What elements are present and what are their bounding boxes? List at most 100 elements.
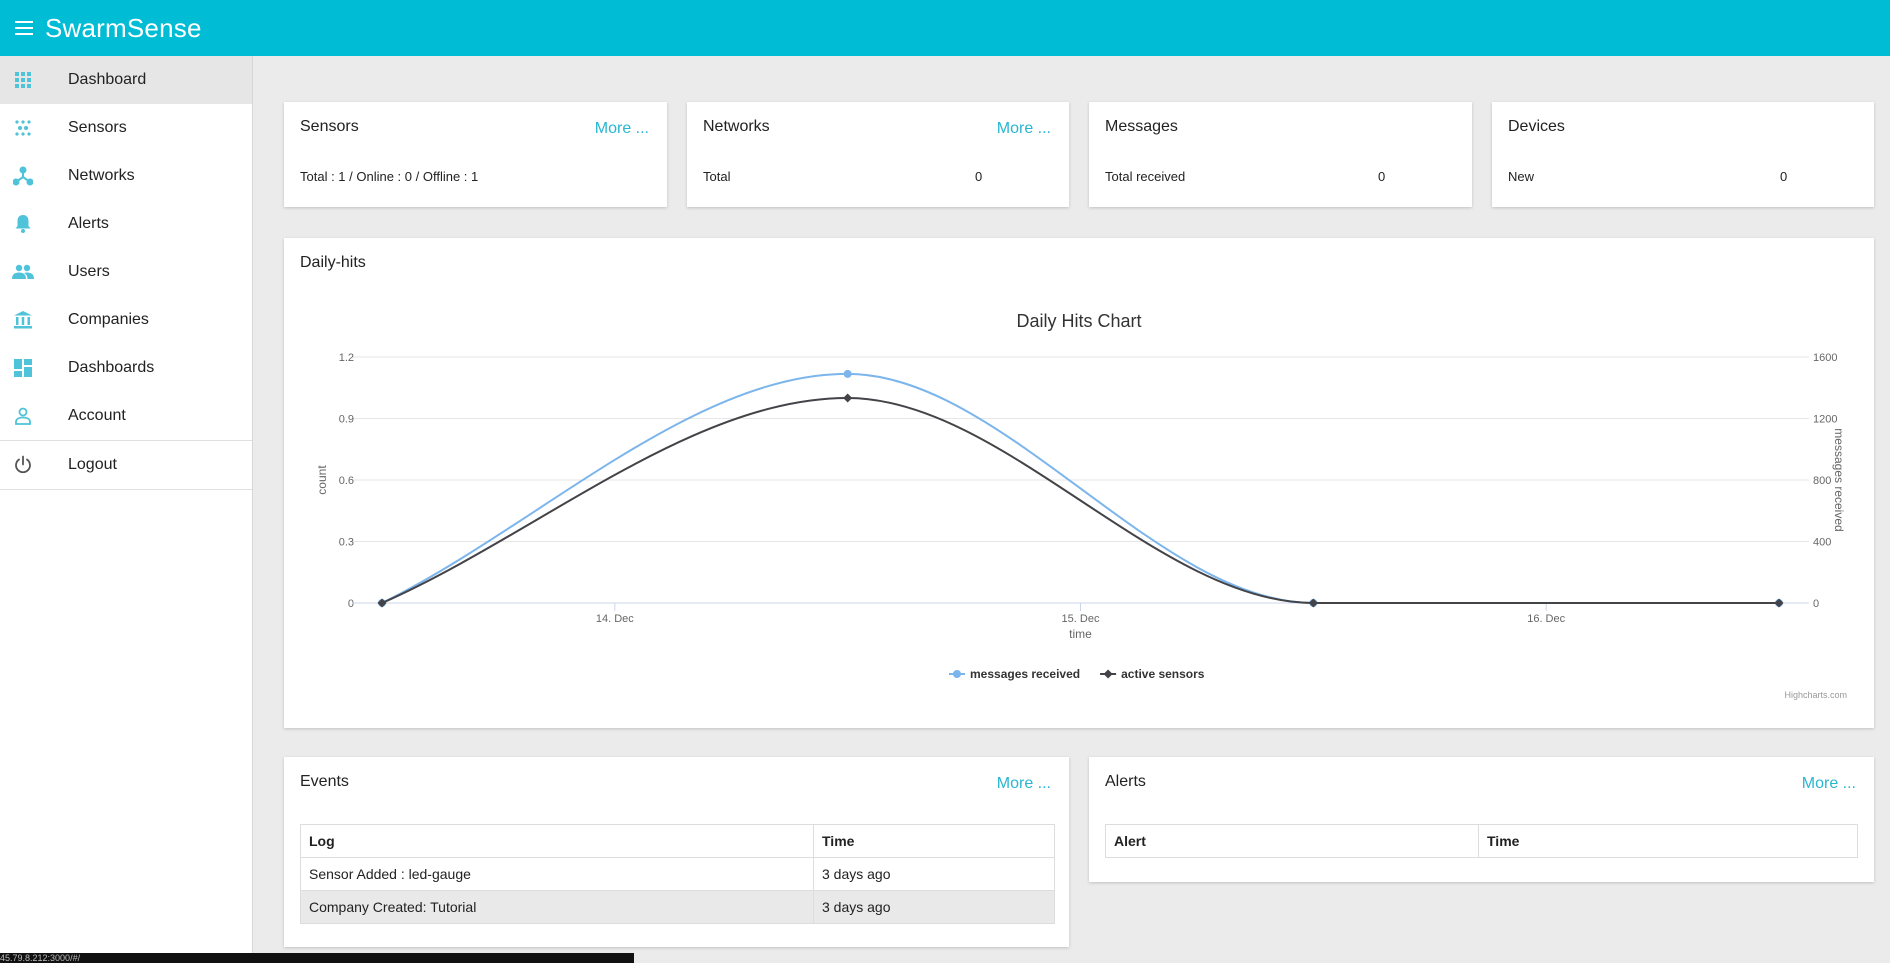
legend-marker-active-sensors[interactable] — [1103, 669, 1113, 679]
messages-card: Messages Total received 0 — [1089, 102, 1472, 207]
sidebar-item-label: Companies — [68, 311, 149, 328]
sidebar-item-dashboard[interactable]: Dashboard — [0, 56, 252, 104]
networks-card: Networks More ... Total 0 — [687, 102, 1069, 207]
table-row[interactable]: Sensor Added : led-gauge 3 days ago — [300, 857, 1055, 891]
y-right-tick-label: 400 — [1813, 537, 1831, 549]
dashboards-icon — [11, 356, 35, 380]
table-header-row: Log Time — [300, 824, 1055, 858]
sidebar-item-sensors[interactable]: Sensors — [0, 104, 252, 152]
sidebar-item-networks[interactable]: Networks — [0, 152, 252, 200]
power-icon — [11, 453, 35, 477]
column-header-time: Time — [1478, 824, 1858, 858]
sidebar-item-users[interactable]: Users — [0, 248, 252, 296]
data-point-active-sensors[interactable] — [377, 598, 387, 608]
daily-hits-card: Daily-hits Daily Hits Chart 0 0 0.3 400 0.6 8… — [284, 238, 1874, 728]
devices-new-value: 0 — [1780, 169, 1788, 184]
devices-card-title: Devices — [1508, 118, 1565, 135]
legend-marker-messages-received[interactable] — [953, 670, 961, 678]
messages-total-value: 0 — [1378, 169, 1386, 184]
y-right-tick-label: 1200 — [1813, 414, 1837, 426]
sidebar-item-label: Dashboards — [68, 359, 155, 376]
hamburger-menu-icon[interactable] — [15, 21, 33, 35]
y-right-tick-label: 800 — [1813, 475, 1831, 487]
chart-grid — [352, 356, 1809, 604]
column-header-alert: Alert — [1105, 824, 1479, 858]
table-row[interactable]: Company Created: Tutorial 3 days ago — [300, 890, 1055, 924]
y-right-tick-label: 0 — [1813, 598, 1819, 610]
alerts-table: Alert Time — [1105, 824, 1858, 858]
sensors-icon — [11, 116, 35, 140]
account-icon — [11, 404, 35, 428]
sidebar-item-account[interactable]: Account — [0, 392, 252, 440]
y-left-tick-label: 0.3 — [339, 537, 354, 549]
column-header-time: Time — [813, 824, 1055, 858]
data-point-active-sensors[interactable] — [843, 393, 853, 403]
grid-icon — [11, 68, 35, 92]
y-axis-left-title: count — [315, 465, 329, 495]
networks-total-label: Total — [703, 169, 731, 184]
users-icon — [11, 260, 35, 284]
sidebar-item-label: Logout — [68, 456, 117, 473]
data-point-active-sensors[interactable] — [1774, 598, 1784, 608]
x-tick-label: 14. Dec — [596, 613, 634, 625]
networks-card-title: Networks — [703, 118, 770, 135]
messages-total-label: Total received — [1105, 169, 1186, 184]
event-log-cell: Company Created: Tutorial — [300, 890, 814, 924]
highcharts-credit[interactable]: Highcharts.com — [1784, 690, 1847, 700]
sidebar-divider — [0, 440, 252, 441]
event-log-cell: Sensor Added : led-gauge — [300, 857, 814, 891]
sidebar-item-label: Alerts — [68, 215, 109, 232]
legend-label-active-sensors[interactable]: active sensors — [1121, 667, 1205, 681]
devices-card: Devices New 0 — [1492, 102, 1874, 207]
series-line-active-sensors[interactable] — [381, 396, 1779, 604]
network-icon — [11, 164, 35, 188]
y-left-tick-label: 0 — [348, 598, 354, 610]
events-card-title: Events — [300, 773, 349, 790]
sidebar-item-label: Networks — [68, 167, 135, 184]
x-axis-title: time — [1069, 627, 1092, 641]
events-more-link[interactable]: More ... — [996, 775, 1051, 792]
networks-total-value: 0 — [975, 169, 983, 184]
messages-card-title: Messages — [1105, 118, 1178, 135]
x-tick-label: 16. Dec — [1527, 613, 1565, 625]
app-title: SwarmSense — [45, 12, 202, 43]
chart-series — [377, 369, 1784, 608]
alerts-more-link[interactable]: More ... — [1801, 775, 1856, 792]
chart-legend[interactable]: messages received active sensors — [949, 667, 1205, 681]
legend-label-messages-received[interactable]: messages received — [970, 667, 1080, 681]
sidebar-item-label: Account — [68, 407, 126, 424]
bank-icon — [11, 308, 35, 332]
y-left-tick-label: 0.9 — [339, 414, 354, 426]
x-tick-label: 15. Dec — [1062, 613, 1100, 625]
column-header-log: Log — [300, 824, 814, 858]
sensors-card-title: Sensors — [300, 118, 359, 135]
data-point-messages-received[interactable] — [843, 369, 852, 378]
daily-hits-title: Daily-hits — [300, 254, 366, 271]
data-point-active-sensors[interactable] — [1308, 598, 1318, 608]
sidebar-item-alerts[interactable]: Alerts — [0, 200, 252, 248]
sidebar-divider — [0, 489, 252, 490]
sidebar-item-companies[interactable]: Companies — [0, 296, 252, 344]
chart-title: Daily Hits Chart — [1016, 311, 1141, 331]
y-left-tick-label: 1.2 — [339, 352, 354, 364]
daily-hits-chart: Daily Hits Chart 0 0 0.3 400 0.6 800 0.9 1200 1.… — [315, 311, 1847, 700]
sensors-more-link[interactable]: More ... — [594, 120, 649, 137]
bell-icon — [11, 212, 35, 236]
alerts-card: Alerts More ... Alert Time — [1089, 757, 1874, 882]
devices-new-label: New — [1508, 169, 1535, 184]
sidebar-item-logout[interactable]: Logout — [0, 441, 252, 489]
chart-axes: 0 0 0.3 400 0.6 800 0.9 1200 1.2 1600 14. Dec 15. D… — [315, 352, 1846, 641]
sensors-summary: Total : 1 / Online : 0 / Offline : 1 — [300, 169, 479, 184]
alerts-card-title: Alerts — [1105, 773, 1146, 790]
browser-status-url: 45.79.8.212:3000/#/ — [0, 953, 634, 963]
sidebar-item-label: Sensors — [68, 119, 127, 136]
networks-more-link[interactable]: More ... — [996, 120, 1051, 137]
top-app-bar: SwarmSense — [0, 0, 1890, 56]
y-axis-right-title: messages received — [1832, 428, 1846, 531]
y-right-tick-label: 1600 — [1813, 352, 1837, 364]
sidebar-item-label: Users — [68, 263, 110, 280]
table-header-row: Alert Time — [1105, 824, 1858, 858]
sensors-card: Sensors More ... Total : 1 / Online : 0 … — [284, 102, 667, 207]
events-card: Events More ... Log Time Sensor Added : … — [284, 757, 1069, 947]
sidebar-item-dashboards[interactable]: Dashboards — [0, 344, 252, 392]
